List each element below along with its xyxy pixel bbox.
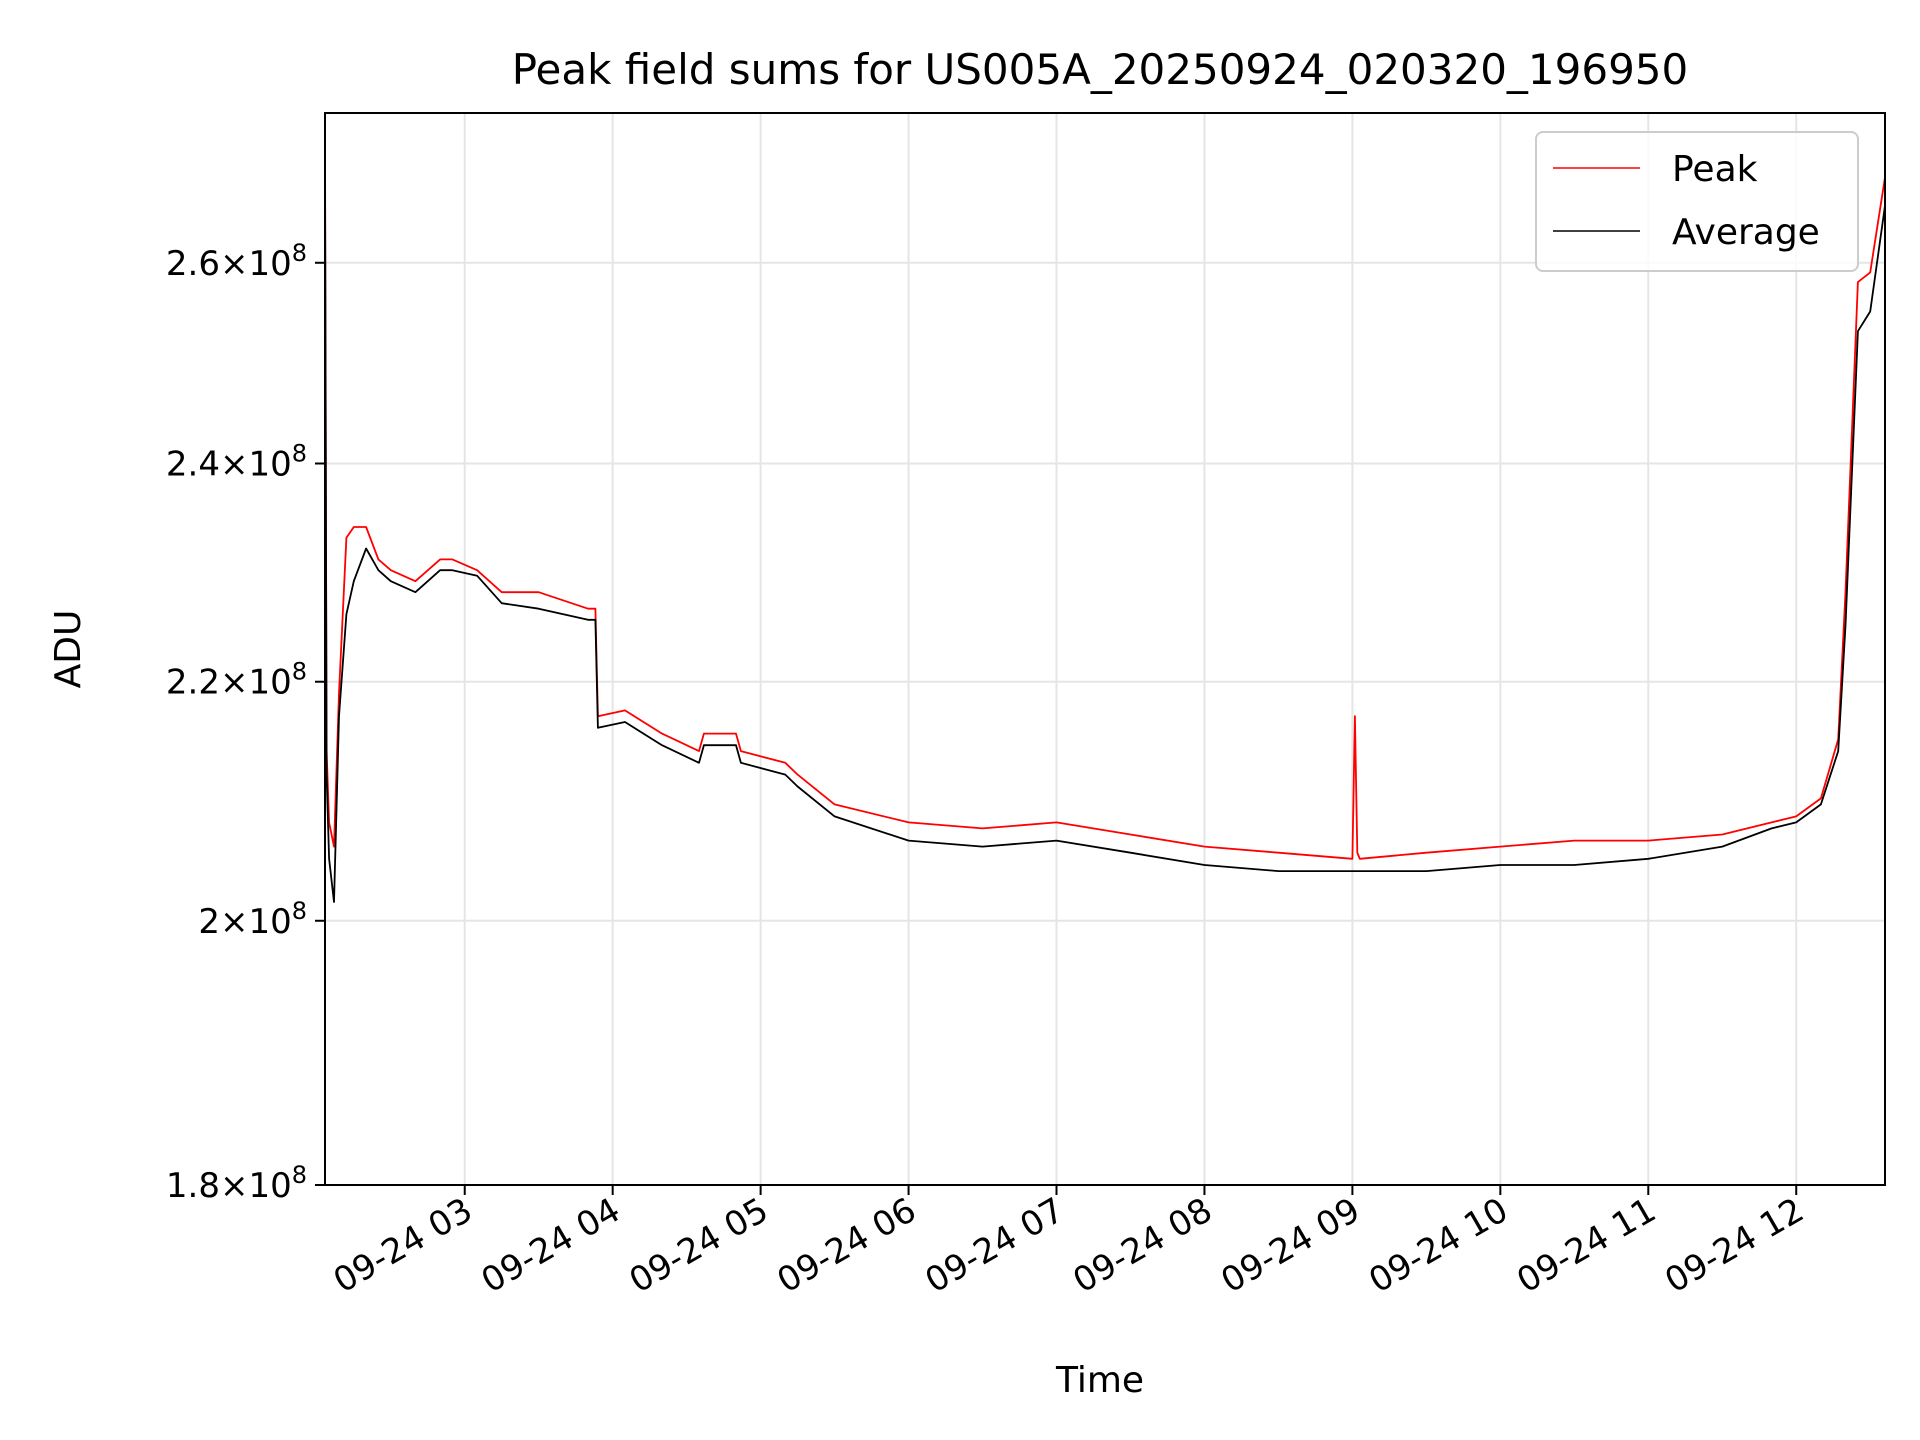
y-tick-label: 2.2×108	[166, 658, 307, 703]
y-tick-times: ×	[220, 244, 249, 284]
y-tick-label: 1.8×108	[166, 1161, 307, 1206]
y-tick-exponent: 8	[292, 658, 307, 686]
x-axis-label: Time	[1055, 1360, 1144, 1401]
y-tick-times: ×	[220, 663, 249, 703]
y-tick-times: ×	[220, 902, 249, 942]
legend-box	[1535, 131, 1859, 272]
legend-label-peak: Peak	[1672, 149, 1758, 190]
legend: Peak Average	[1535, 131, 1859, 272]
series-line-average	[325, 168, 1885, 903]
y-tick-mantissa: 1.8	[166, 1166, 220, 1206]
y-tick-exponent: 8	[292, 897, 307, 925]
y-tick-exponent: 8	[292, 440, 307, 468]
y-tick-base: 10	[248, 1166, 291, 1206]
series-layer	[325, 140, 1885, 903]
y-tick-mantissa: 2.6	[166, 244, 220, 284]
y-tick-base: 10	[248, 244, 291, 284]
y-tick-base: 10	[248, 902, 291, 942]
legend-label-average: Average	[1672, 212, 1820, 253]
series-line-peak	[325, 140, 1885, 860]
chart-title: Peak field sums for US005A_20250924_0203…	[512, 45, 1689, 94]
y-axis-label: ADU	[48, 610, 89, 689]
y-tick-label: 2.4×108	[166, 440, 307, 485]
grid	[325, 113, 1885, 1185]
y-tick-mantissa: 2	[198, 902, 220, 942]
y-tick-label: 2×108	[198, 897, 307, 942]
y-tick-base: 10	[248, 663, 291, 703]
plot-frame	[324, 112, 1886, 1186]
y-tick-label: 2.6×108	[166, 239, 307, 284]
y-tick-mantissa: 2.4	[166, 445, 220, 485]
y-tick-base: 10	[248, 445, 291, 485]
y-tick-exponent: 8	[292, 1161, 307, 1189]
y-tick-exponent: 8	[292, 239, 307, 267]
y-tick-mantissa: 2.2	[166, 663, 220, 703]
y-tick-times: ×	[220, 1166, 249, 1206]
y-tick-times: ×	[220, 445, 249, 485]
